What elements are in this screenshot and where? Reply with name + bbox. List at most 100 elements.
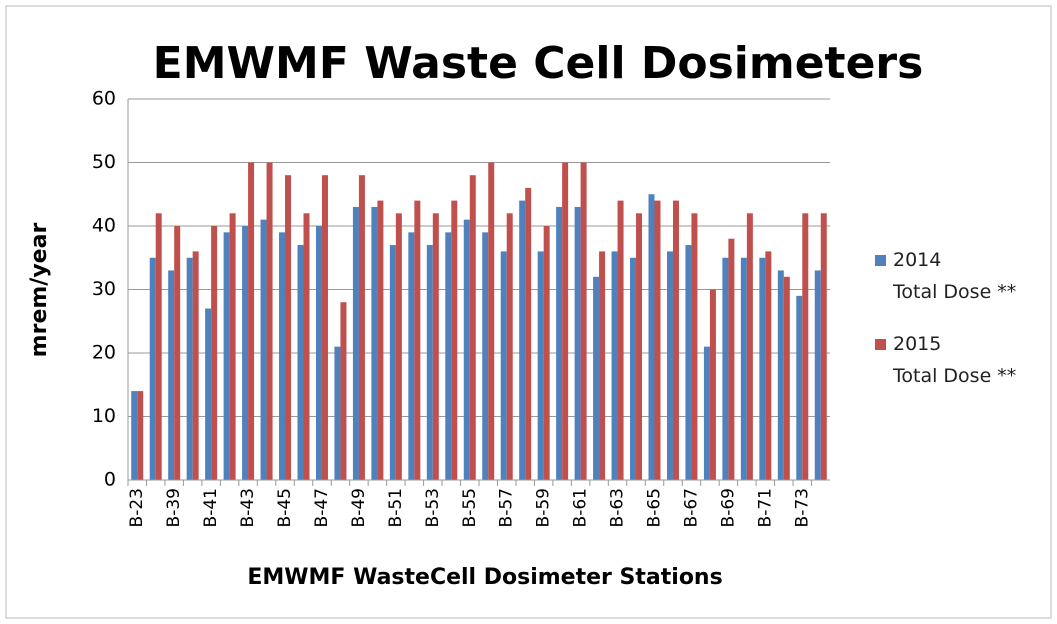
bar xyxy=(297,245,304,480)
bar xyxy=(562,162,569,480)
x-tick-label: B-67 xyxy=(681,488,701,527)
bar xyxy=(599,251,606,480)
x-tick-label: B-39 xyxy=(164,488,184,527)
x-tick-label: B-61 xyxy=(571,488,591,527)
x-tick-label: B-73 xyxy=(792,488,812,527)
bar xyxy=(426,245,433,480)
bar xyxy=(666,251,673,480)
bar xyxy=(352,206,359,480)
bar xyxy=(802,213,809,481)
bar xyxy=(137,391,144,480)
bar xyxy=(358,175,365,480)
bar xyxy=(654,200,661,480)
bar xyxy=(506,213,513,481)
bar xyxy=(285,175,292,480)
bar xyxy=(174,226,181,480)
bar xyxy=(334,346,341,480)
legend-label: 2014 Total Dose ** xyxy=(893,249,1017,303)
bar xyxy=(482,232,489,480)
x-tick-label: B-59 xyxy=(534,488,554,527)
bar xyxy=(777,270,784,480)
bar xyxy=(432,213,439,481)
bar xyxy=(371,206,378,480)
bar xyxy=(445,232,452,480)
y-tick-label: 30 xyxy=(92,278,116,300)
bar xyxy=(709,289,716,480)
bar xyxy=(315,226,322,480)
bar xyxy=(580,162,587,480)
bar xyxy=(765,251,772,480)
bar xyxy=(814,270,821,480)
x-tick-label: B-65 xyxy=(645,488,665,527)
y-tick-label: 10 xyxy=(92,405,116,427)
bar xyxy=(192,251,199,480)
bar xyxy=(469,175,476,480)
bar xyxy=(266,162,273,480)
x-tick-label: B-49 xyxy=(349,488,369,527)
x-tick-label: B-47 xyxy=(312,488,332,527)
x-tick-label: B-71 xyxy=(755,488,775,527)
bar xyxy=(451,200,458,480)
x-tick-label: B-57 xyxy=(497,488,517,527)
legend-swatch xyxy=(875,339,886,350)
legend-label: 2015 Total Dose ** xyxy=(893,333,1017,387)
y-tick-label: 20 xyxy=(92,342,116,364)
bar xyxy=(740,257,747,480)
bar xyxy=(414,200,421,480)
bar xyxy=(617,200,624,480)
bar xyxy=(463,219,470,480)
x-tick-label: B-55 xyxy=(460,488,480,527)
bar xyxy=(260,219,267,480)
x-tick-label: B-51 xyxy=(386,488,406,527)
bar xyxy=(796,295,803,480)
bar xyxy=(389,245,396,480)
bar xyxy=(242,226,249,480)
y-axis-title: mrem/year xyxy=(27,223,52,358)
bar xyxy=(377,200,384,480)
bar xyxy=(279,232,286,480)
bar xyxy=(820,213,827,481)
x-axis-title: EMWMF WasteCell Dosimeter Stations xyxy=(247,565,722,590)
bar xyxy=(223,232,230,480)
x-tick-label: B-41 xyxy=(201,488,221,527)
y-tick-label: 0 xyxy=(104,469,116,491)
bar xyxy=(321,175,328,480)
legend-swatch xyxy=(875,255,886,266)
y-tick-label: 60 xyxy=(92,88,116,110)
bar xyxy=(131,391,138,480)
bar xyxy=(636,213,643,481)
bar xyxy=(488,162,495,480)
bar xyxy=(672,200,679,480)
bar xyxy=(611,251,618,480)
bar xyxy=(537,251,544,480)
bar xyxy=(525,187,532,480)
bar xyxy=(746,213,753,481)
y-tick-label: 50 xyxy=(92,151,116,173)
bar xyxy=(648,194,655,480)
bar xyxy=(149,257,156,480)
x-tick-label: B-23 xyxy=(127,488,147,527)
bar xyxy=(408,232,415,480)
bar xyxy=(340,302,347,480)
bar xyxy=(783,276,790,480)
bar xyxy=(728,238,735,480)
bar xyxy=(155,213,162,481)
x-tick-label: B-43 xyxy=(238,488,258,527)
bar xyxy=(211,226,218,480)
bar xyxy=(685,245,692,480)
bar xyxy=(168,270,175,480)
bar xyxy=(630,257,637,480)
bar xyxy=(543,226,550,480)
x-tick-label: B-63 xyxy=(608,488,628,527)
bar xyxy=(395,213,402,481)
bar xyxy=(593,276,600,480)
bar xyxy=(574,206,581,480)
bar xyxy=(519,200,526,480)
bar xyxy=(759,257,766,480)
x-tick-label: B-53 xyxy=(423,488,443,527)
x-tick-label: B-45 xyxy=(275,488,295,527)
chart-title: EMWMF Waste Cell Dosimeters xyxy=(153,38,924,89)
bar xyxy=(186,257,193,480)
